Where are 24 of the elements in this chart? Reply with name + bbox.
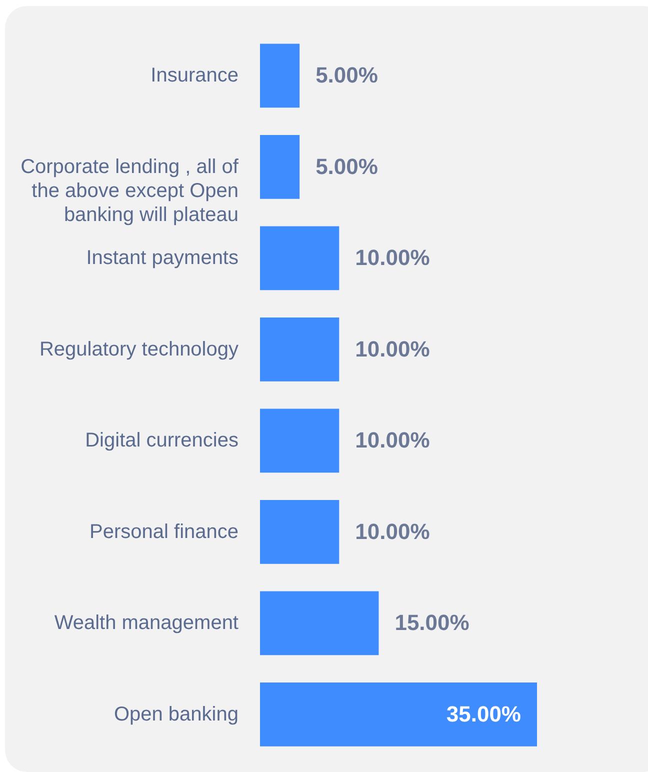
- data-label: 10.00%: [355, 336, 430, 362]
- y-tick-label: Wealth management: [54, 612, 239, 634]
- bar: [260, 317, 340, 382]
- bar: [260, 226, 340, 290]
- bar: [260, 44, 300, 108]
- data-label: 10.00%: [355, 245, 430, 270]
- data-label: 5.00%: [316, 154, 378, 179]
- data-label: 10.00%: [355, 428, 430, 453]
- y-tick-label: Open banking: [114, 703, 238, 726]
- y-tick-label: Digital currencies: [85, 430, 238, 452]
- y-tick-label: Personal finance: [90, 520, 238, 543]
- y-tick-label: Instant payments: [86, 247, 238, 270]
- y-tick-label: Regulatory technology: [39, 338, 238, 360]
- bar: [260, 500, 340, 564]
- y-tick-label: Insurance: [150, 64, 238, 87]
- data-label: 35.00%: [446, 701, 521, 726]
- data-label: 15.00%: [394, 610, 470, 636]
- data-label: 5.00%: [316, 62, 378, 88]
- bar: [260, 408, 340, 473]
- y-tick-label: Corporate lending , all of the above except Open banking will plateau: [20, 156, 239, 226]
- bar: [260, 682, 537, 746]
- bar: [260, 591, 379, 656]
- bar: [260, 134, 300, 199]
- data-label: 10.00%: [355, 518, 430, 544]
